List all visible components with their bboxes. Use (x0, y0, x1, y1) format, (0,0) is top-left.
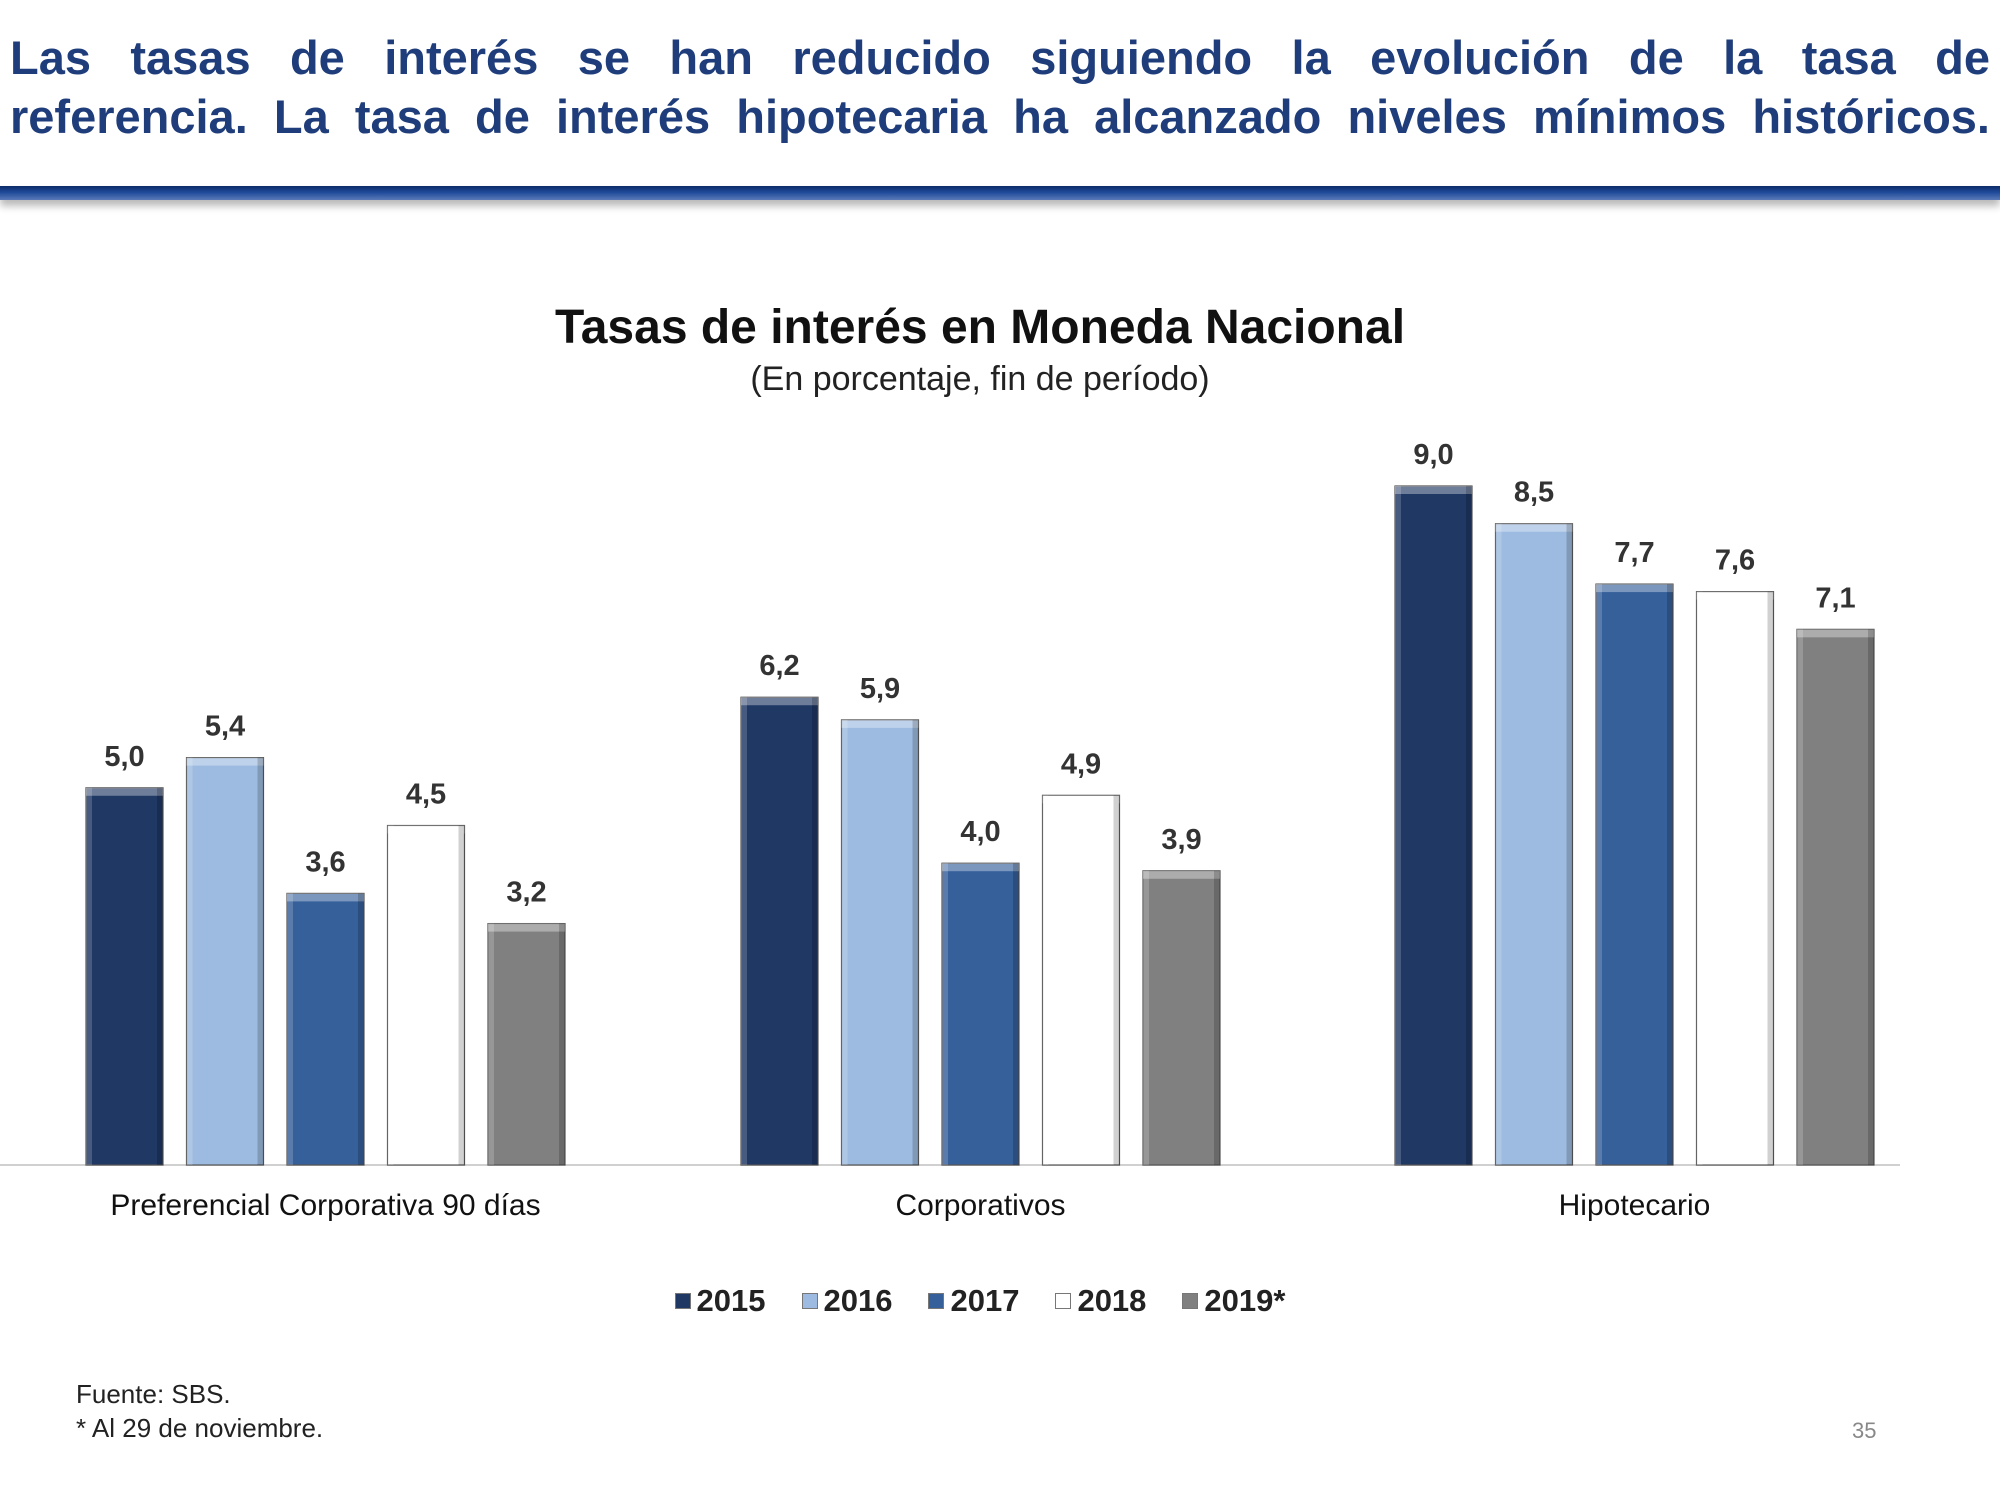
bar-2015-2 (1394, 485, 1473, 1166)
legend-item: 2015 (674, 1283, 766, 1319)
bar-2016-1 (840, 719, 920, 1166)
legend-swatch (801, 1293, 818, 1309)
data-label: 7,6 (1715, 545, 1755, 577)
legend-item: 2018 (1055, 1283, 1146, 1319)
legend-label: 2019* (1204, 1283, 1286, 1318)
date-note: * Al 29 de noviembre. (76, 1413, 324, 1443)
data-label: 5,0 (104, 741, 144, 773)
bar-2018-0 (386, 824, 466, 1166)
data-label: 5,4 (205, 711, 245, 743)
footnote: Fuente: SBS. * Al 29 de noviembre. (76, 1377, 323, 1445)
bar-chart: 5,0 5,4 3,6 4,5 3,2 Preferencial Corporativa … (0, 439, 1900, 1222)
bar-2017-1 (941, 862, 1020, 1166)
bar-2017-0 (286, 892, 365, 1166)
data-label: 4,9 (1061, 748, 1101, 780)
data-label: 3,2 (506, 877, 546, 909)
bar-2018-1 (1041, 794, 1121, 1166)
bar-2018-2 (1695, 591, 1775, 1166)
category-label: Corporativos (895, 1189, 1065, 1222)
legend-label: 2017 (950, 1283, 1020, 1318)
data-label: 9,0 (1413, 439, 1453, 471)
chart-legend: 2015 2016 2017 2018 2019* (0, 1283, 1960, 1319)
data-label: 7,7 (1614, 537, 1654, 569)
legend-item: 2016 (801, 1283, 893, 1319)
legend-label: 2016 (823, 1283, 893, 1318)
data-label: 5,9 (860, 673, 900, 705)
headline-line-2: referencia. La tasa de interés hipotecar… (10, 90, 1990, 143)
header-divider (0, 186, 2000, 200)
bar-2015-1 (740, 696, 819, 1166)
bar-2016-2 (1494, 523, 1574, 1166)
data-label: 4,0 (960, 816, 1000, 848)
data-label: 8,5 (1514, 477, 1554, 509)
legend-swatch (1055, 1293, 1072, 1309)
legend-swatch (928, 1293, 945, 1309)
headline: Las tasas de interés se han reducido sig… (10, 28, 1990, 146)
legend-swatch (674, 1293, 691, 1309)
data-label: 4,5 (406, 779, 446, 811)
legend-label: 2018 (1077, 1283, 1147, 1318)
headline-line-1: Las tasas de interés se han reducido sig… (10, 31, 1990, 84)
chart-title: Tasas de interés en Moneda Nacional (554, 301, 1406, 354)
legend-item: 2017 (928, 1283, 1019, 1319)
bar-2017-2 (1595, 583, 1674, 1166)
source-note: Fuente: SBS. (76, 1379, 231, 1409)
category-label: Hipotecario (1559, 1189, 1711, 1222)
chart-subtitle: (En porcentaje, fin de período) (750, 360, 1210, 398)
legend-item: 2019* (1182, 1283, 1285, 1319)
page-number: 35 (1852, 1418, 1877, 1443)
bar-2019-2 (1796, 628, 1875, 1166)
data-label: 3,6 (305, 846, 345, 878)
bar-2016-0 (185, 757, 265, 1166)
data-label: 6,2 (759, 650, 799, 682)
data-label: 3,9 (1161, 824, 1201, 856)
legend-label: 2015 (696, 1283, 766, 1318)
bar-2019-0 (487, 922, 566, 1166)
data-label: 7,1 (1815, 582, 1855, 614)
bar-2015-0 (85, 787, 164, 1166)
legend-swatch (1182, 1293, 1199, 1309)
bar-2019-1 (1142, 870, 1221, 1166)
category-label: Preferencial Corporativa 90 días (110, 1189, 540, 1222)
